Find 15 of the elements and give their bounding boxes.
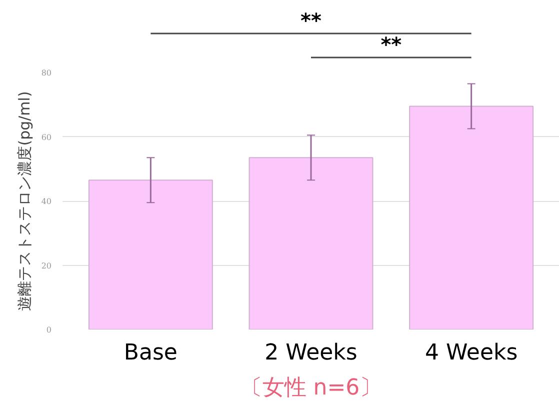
bar bbox=[409, 106, 534, 330]
y-tick-label: 60 bbox=[41, 132, 52, 142]
x-tick-label: Base bbox=[124, 340, 178, 366]
x-tick-label: 2 Weeks bbox=[264, 340, 358, 366]
bar bbox=[88, 180, 213, 330]
y-tick-label: 40 bbox=[41, 197, 52, 206]
text: ** bbox=[380, 32, 402, 56]
y-axis-title: 遊離テストステロン濃度(pg/ml) bbox=[15, 91, 34, 311]
y-tick-label: 80 bbox=[41, 68, 52, 78]
text: 〔女性 n=6〕 bbox=[240, 376, 382, 400]
y-tick-label: 0 bbox=[46, 326, 52, 334]
x-tick-label: 4 Weeks bbox=[424, 340, 518, 366]
y-tick-label: 20 bbox=[41, 261, 52, 270]
bar bbox=[248, 157, 374, 330]
text: ** bbox=[300, 8, 322, 32]
